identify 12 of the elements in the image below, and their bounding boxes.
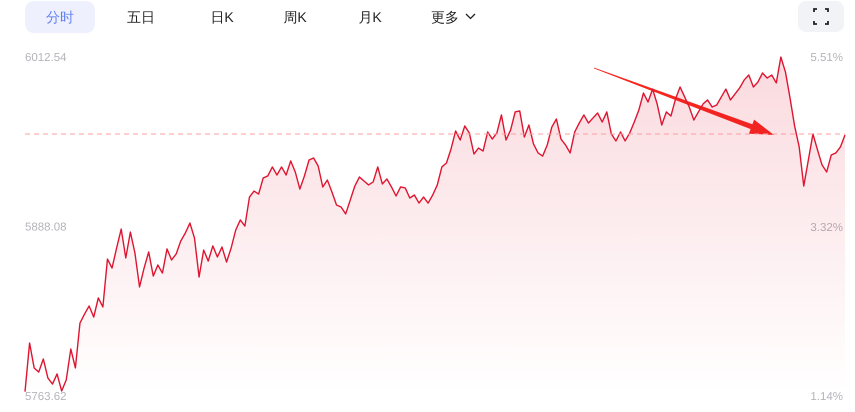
text: 周K	[283, 9, 308, 25]
text: 分时	[46, 9, 74, 25]
y-tick-label: 6012.54	[25, 52, 68, 64]
y2-tick-label: 3.32%	[810, 222, 843, 234]
y-tick-label: 5763.62	[25, 391, 67, 403]
text: 更多	[431, 9, 459, 25]
y-tick-label: 5888.08	[25, 222, 67, 234]
text: 日K	[210, 9, 234, 25]
y2-tick-label: 1.14%	[810, 391, 843, 403]
text: 五日	[127, 9, 155, 25]
y2-tick-label: 5.51%	[810, 52, 843, 64]
text: 月K	[358, 9, 382, 25]
